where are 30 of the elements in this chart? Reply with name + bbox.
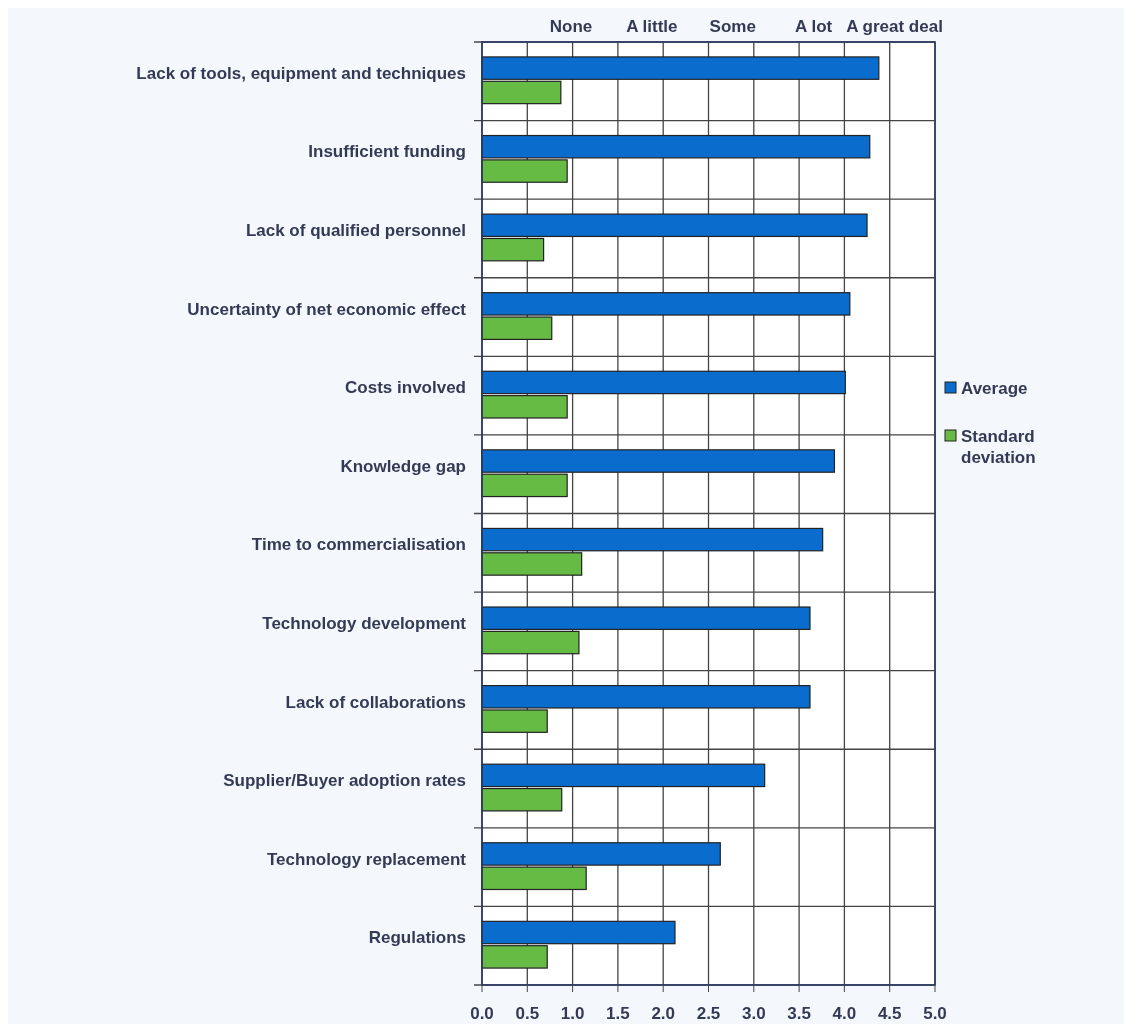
y-tick-label: Uncertainty of net economic effect (187, 299, 467, 319)
x-tick-label: 1.0 (560, 1004, 585, 1023)
x-tick-label: 2.5 (696, 1004, 721, 1023)
x-tick-label: 0.0 (470, 1004, 494, 1023)
text: None (549, 17, 593, 36)
legend-label: Average (961, 379, 1028, 398)
y-tick-label: Technology development (262, 613, 467, 633)
text: A little (626, 17, 678, 36)
y-tick-label: Time to commercialisation (251, 535, 466, 555)
y-tick-label: Costs involved (345, 378, 466, 398)
x-tick-label: 3.0 (741, 1004, 766, 1023)
x-tick-label: 0.5 (515, 1004, 540, 1023)
y-tick-label: Insufficient funding (308, 142, 466, 162)
text: A great deal (846, 17, 943, 36)
y-tick-label: Technology replacement (266, 849, 467, 869)
x-tick-label: 5.0 (923, 1004, 947, 1023)
y-tick-label: Lack of qualified personnel (245, 221, 466, 241)
y-tick-label: Supplier/Buyer adoption rates (223, 771, 466, 791)
x-tick-label: 4.5 (877, 1004, 902, 1023)
y-tick-label: Regulations (368, 928, 466, 948)
x-tick-label: 1.5 (606, 1004, 630, 1023)
x-tick-label: 4.0 (832, 1004, 857, 1023)
x-tick-label: 3.5 (787, 1004, 811, 1023)
x-tick-label: 2.0 (651, 1004, 676, 1023)
text: A lot (795, 17, 833, 36)
y-tick-label: Lack of collaborations (285, 692, 466, 712)
legend-label: Standard deviation (961, 427, 1036, 467)
y-tick-label: Lack of tools, equipment and techniques (136, 63, 466, 83)
text: Some (709, 17, 756, 36)
y-tick-label: Knowledge gap (340, 456, 466, 476)
